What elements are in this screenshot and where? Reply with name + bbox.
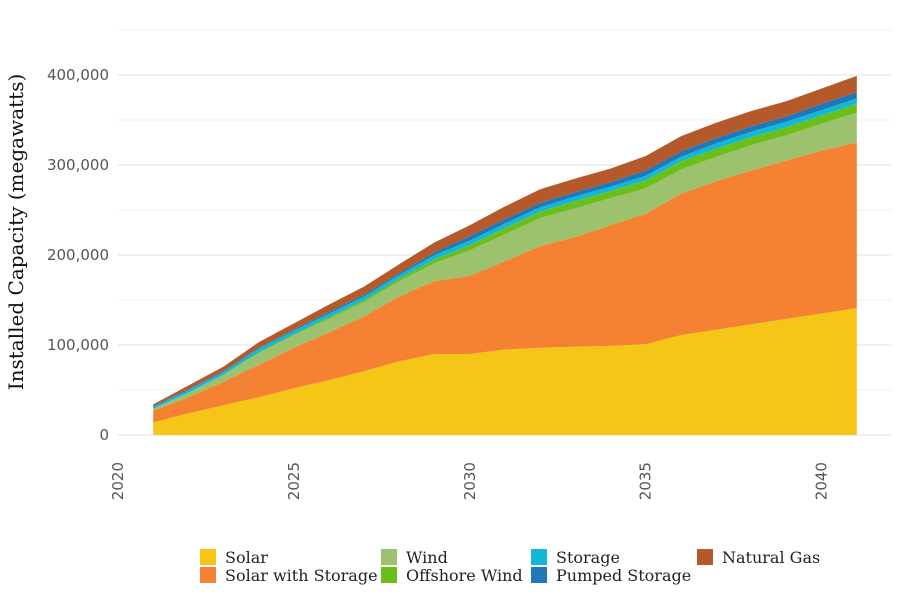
legend-swatch xyxy=(697,549,713,565)
area-natural-gas xyxy=(153,75,857,407)
x-tick-label: 2030 xyxy=(461,462,479,500)
y-tick-label: 0 xyxy=(99,426,109,444)
legend-label: Offshore Wind xyxy=(406,566,523,585)
legend-swatch xyxy=(200,549,216,565)
legend-swatch xyxy=(381,549,397,565)
legend-label: Solar xyxy=(225,548,268,567)
x-tick-label: 2040 xyxy=(813,462,831,500)
y-tick-label: 400,000 xyxy=(47,66,109,84)
legend-item-storage: Storage xyxy=(531,548,620,567)
area-solar-with-storage xyxy=(153,142,857,423)
legend-label: Wind xyxy=(406,548,448,567)
x-tick-label: 2035 xyxy=(637,462,655,500)
legend-label: Natural Gas xyxy=(722,548,820,567)
y-tick-label: 100,000 xyxy=(47,336,109,354)
legend-item-natural-gas: Natural Gas xyxy=(697,548,820,567)
legend-item-solar-with-storage: Solar with Storage xyxy=(200,566,378,585)
legend-label: Solar with Storage xyxy=(225,566,378,585)
legend-label: Pumped Storage xyxy=(556,566,691,585)
x-tick-label: 2020 xyxy=(109,462,127,500)
legend-item-offshore-wind: Offshore Wind xyxy=(381,566,523,585)
y-tick-label: 300,000 xyxy=(47,156,109,174)
legend-item-pumped-storage: Pumped Storage xyxy=(531,566,691,585)
axes: 0 100,000 200,000 300,000 400,000 2020 2025 203… xyxy=(47,66,831,500)
legend-swatch xyxy=(381,567,397,583)
stacked-areas xyxy=(153,75,857,435)
legend-item-wind: Wind xyxy=(381,548,448,567)
x-tick-label: 2025 xyxy=(285,462,303,500)
legend-item-solar: Solar xyxy=(200,548,268,567)
area-wind xyxy=(153,112,857,411)
area-solar xyxy=(153,308,857,435)
legend-label: Storage xyxy=(556,548,620,567)
legend-swatch xyxy=(531,567,547,583)
y-axis-label: Installed Capacity (megawatts) xyxy=(4,74,28,391)
y-tick-label: 200,000 xyxy=(47,246,109,264)
area-offshore-wind xyxy=(153,103,857,409)
legend-swatch xyxy=(200,567,216,583)
legend-swatch xyxy=(531,549,547,565)
